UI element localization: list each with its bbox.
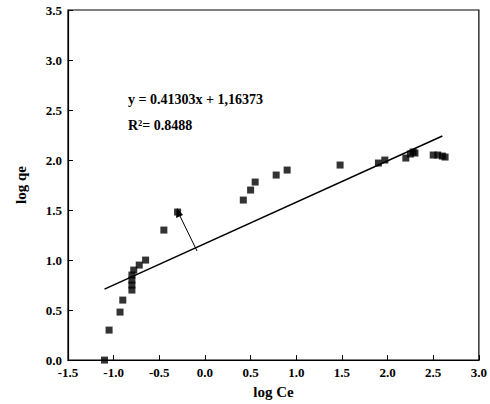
svg-text:1.0: 1.0 [288,365,304,380]
svg-text:log qe: log qe [13,166,29,204]
svg-text:0.5: 0.5 [242,365,259,380]
svg-text:y = 0.41303x + 1,16373: y = 0.41303x + 1,16373 [128,92,263,107]
svg-text:2.0: 2.0 [379,365,395,380]
svg-text:R²= 0.8488: R²= 0.8488 [128,118,192,133]
svg-text:1.5: 1.5 [334,365,351,380]
svg-text:-0.5: -0.5 [149,365,170,380]
svg-text:2.0: 2.0 [46,153,62,168]
svg-text:0.0: 0.0 [45,352,62,368]
svg-text:1.5: 1.5 [46,203,63,218]
svg-text:-1.0: -1.0 [103,365,124,380]
svg-text:0.0: 0.0 [197,365,213,380]
svg-text:3.5: 3.5 [46,3,63,18]
svg-text:0.5: 0.5 [46,303,63,318]
svg-text:-1.5: -1.5 [58,365,79,380]
svg-text:3.0: 3.0 [471,365,487,380]
svg-text:1.0: 1.0 [46,253,62,268]
svg-text:log Ce: log Ce [253,384,294,400]
svg-text:3.0: 3.0 [46,53,62,68]
svg-text:2.5: 2.5 [46,103,63,118]
svg-text:2.5: 2.5 [425,365,442,380]
